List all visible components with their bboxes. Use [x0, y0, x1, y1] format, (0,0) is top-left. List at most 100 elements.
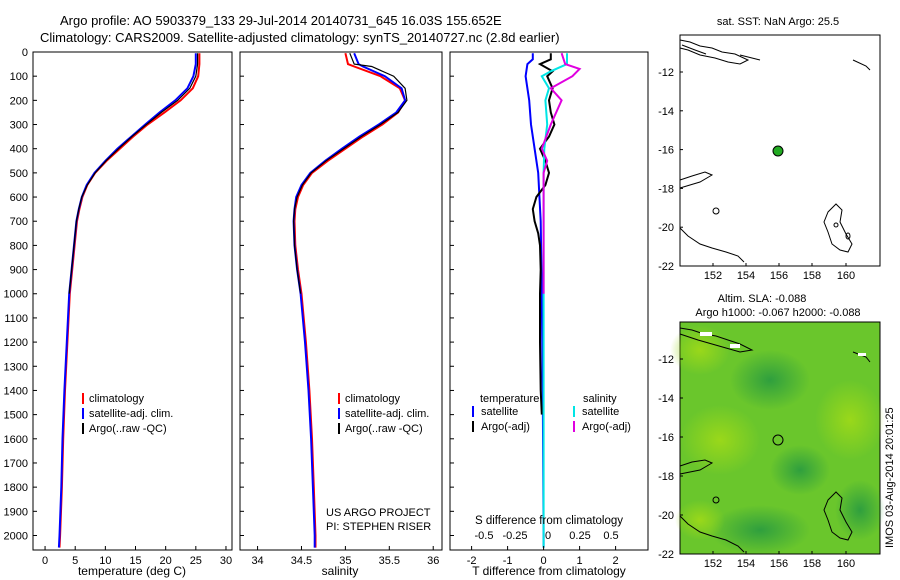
legend-diff-sal-sat: satellite — [582, 406, 619, 418]
depth-tick-label: 2000 — [4, 530, 28, 542]
depth-tick-label: 900 — [10, 265, 28, 277]
x-tick-label: 5 — [72, 555, 78, 567]
depth-tick-label: 1800 — [4, 482, 28, 494]
map-x-tick-label: 152 — [704, 558, 722, 570]
x-tick-label: 34.5 — [291, 555, 312, 567]
map-x-tick-label: 156 — [770, 270, 788, 282]
islands-white — [700, 332, 866, 356]
map-x-tick-label: 154 — [737, 558, 755, 570]
legend-swatch-climatology — [338, 393, 340, 404]
legend-swatch-satellite — [82, 408, 84, 419]
x-tick-label: 34 — [251, 555, 263, 567]
sla-map: Altim. SLA: -0.088 Argo h1000: -0.067 h2… — [658, 293, 896, 570]
map-y-tick-label: -20 — [658, 510, 674, 522]
legend-sal-sat: satellite-adj. clim. — [345, 408, 429, 420]
x-tick-label: 36 — [427, 555, 439, 567]
x-tick-label: -2 — [467, 555, 477, 567]
series-line-climatology — [293, 52, 407, 548]
x-tick-label: -1 — [503, 555, 513, 567]
legend-swatch-satellite — [338, 408, 340, 419]
legend-diff-temp-title: temperature — [480, 393, 539, 405]
x-tick-label: 1 — [577, 555, 583, 567]
map-y-tick-label: -22 — [658, 261, 674, 273]
x-tick-label: 15 — [129, 555, 141, 567]
legend-swatch-climatology — [82, 393, 84, 404]
x-tick-label: 20 — [160, 555, 172, 567]
series-line-climatology — [58, 53, 201, 548]
depth-axis: 0 100 200 300 400 500 600 700 800 900 1000 1100 1200… — [4, 47, 454, 542]
map-x-tick-label: 154 — [737, 270, 755, 282]
legend-diff-sal-title: salinity — [583, 393, 617, 405]
legend-temp-argo: Argo(..raw -QC) — [89, 423, 167, 435]
legend-diff-sal-argo: Argo(-adj) — [582, 421, 631, 433]
depth-tick-label: 400 — [10, 144, 28, 156]
depth-tick-label: 1100 — [4, 313, 28, 325]
sla-map-title1: Altim. SLA: -0.088 — [718, 293, 807, 305]
depth-tick-label: 600 — [10, 192, 28, 204]
sst-map: sat. SST: NaN Argo: 25.5 152 154 156 158 160… — [658, 16, 881, 282]
legend-sal-argo: Argo(..raw -QC) — [345, 423, 423, 435]
depth-tick-label: 800 — [10, 240, 28, 252]
series-line-satellite-adj-clim- — [292, 52, 407, 548]
sla-map-title2: Argo h1000: -0.067 h2000: -0.088 — [695, 307, 860, 319]
depth-tick-label: 700 — [10, 216, 28, 228]
x-tick-label: 0 — [541, 555, 547, 567]
legend-swatch-argo — [82, 423, 84, 434]
map-y-tick-label: -18 — [658, 471, 674, 483]
depth-tick-label: 100 — [10, 71, 28, 83]
temperature-panel: 0 5 10 15 20 25 30 temperature (deg C) climato… — [32, 51, 233, 578]
depth-tick-label: 0 — [22, 47, 28, 59]
temperature-legend: climatology satellite-adj. clim. Argo(..… — [82, 393, 173, 435]
map-y-tick-label: -16 — [658, 432, 674, 444]
header-line1: Argo profile: AO 5903379_133 29-Jul-2014… — [60, 13, 502, 28]
legend-diff-temp-sat: satellite — [481, 406, 518, 418]
sst-map-title: sat. SST: NaN Argo: 25.5 — [717, 16, 839, 28]
map-y-tick-label: -18 — [658, 183, 674, 195]
header-line2: Climatology: CARS2009. Satellite-adjuste… — [40, 30, 560, 45]
difference-panel: -2 -1 0 1 2 S difference from climatology -0… — [449, 51, 649, 578]
x2-tick-label: 0.5 — [603, 530, 618, 542]
legend-temp-clim: climatology — [89, 393, 145, 405]
map-y-tick-label: -22 — [658, 549, 674, 561]
credit-project: US ARGO PROJECT — [326, 507, 431, 519]
legend-temp-sat: satellite-adj. clim. — [89, 408, 173, 420]
depth-tick-label: 200 — [10, 95, 28, 107]
difference-x2label: S difference from climatology — [475, 515, 623, 527]
salinity-legend: climatology satellite-adj. clim. Argo(..… — [338, 393, 429, 435]
x2-tick-label: 0.25 — [569, 530, 590, 542]
credit-pi: PI: STEPHEN RISER — [326, 521, 431, 533]
x-tick-label: 35.5 — [379, 555, 400, 567]
map-x-tick-label: 156 — [770, 558, 788, 570]
series-line-argo-raw-qc- — [68, 53, 199, 294]
coastline-top — [679, 39, 871, 263]
imos-timestamp: IMOS 03-Aug-2014 20:01:25 — [884, 407, 896, 548]
depth-tick-label: 1600 — [4, 434, 28, 446]
x-tick-label: 2 — [613, 555, 619, 567]
depth-tick-label: 1700 — [4, 458, 28, 470]
legend-sal-clim: climatology — [345, 393, 401, 405]
map-x-tick-label: 158 — [803, 558, 821, 570]
legend-swatch-sal-satellite — [573, 406, 575, 417]
map-y-tick-label: -16 — [658, 145, 674, 157]
depth-tick-label: 500 — [10, 168, 28, 180]
depth-tick-label: 1900 — [4, 506, 28, 518]
depth-tick-label: 1000 — [4, 289, 28, 301]
x2-tick-label: 0 — [545, 530, 551, 542]
map-x-tick-label: 160 — [837, 558, 855, 570]
legend-swatch-argo — [338, 423, 340, 434]
map-y-tick-label: -20 — [658, 222, 674, 234]
map-y-tick-label: -14 — [658, 106, 674, 118]
map-x-tick-label: 160 — [837, 270, 855, 282]
x-tick-label: 10 — [99, 555, 111, 567]
float-marker — [772, 145, 784, 157]
map-y-tick-label: -14 — [658, 393, 674, 405]
series-line-salinity-argo-adj- — [540, 52, 582, 294]
salinity-xlabel: salinity — [322, 564, 359, 578]
legend-diff-temp-argo: Argo(-adj) — [481, 421, 530, 433]
x-tick-label: 25 — [190, 555, 202, 567]
x-tick-label: 30 — [220, 555, 232, 567]
x-tick-label: 35 — [339, 555, 351, 567]
series-line-argo-adj- — [531, 53, 556, 415]
map-y-tick-label: -12 — [658, 354, 674, 366]
